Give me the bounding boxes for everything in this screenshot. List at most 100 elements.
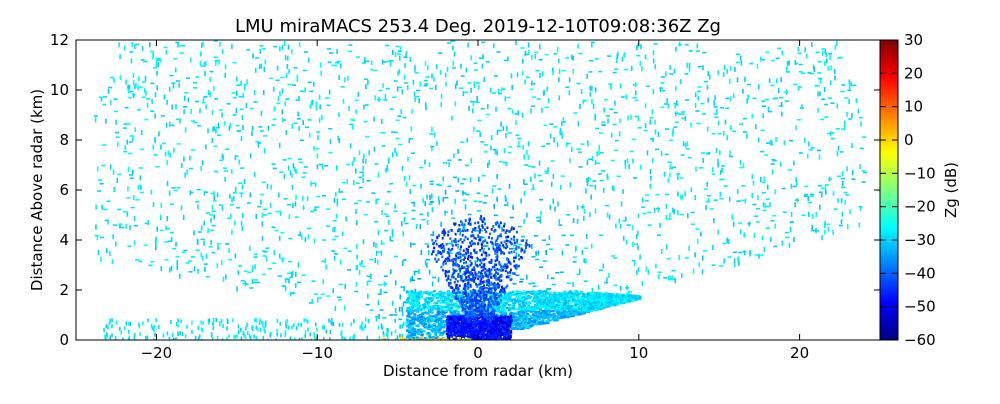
noise-pixel [255,326,257,330]
noise-pixel [562,235,566,237]
noise-pixel [173,148,175,153]
noise-pixel [386,216,390,218]
noise-pixel [780,77,782,82]
noise-pixel [397,53,401,55]
noise-pixel [154,114,156,119]
noise-pixel [304,88,306,93]
noise-pixel [773,98,777,100]
noise-pixel [468,106,470,111]
noise-pixel [381,251,383,256]
noise-pixel [720,107,724,109]
noise-pixel [766,227,770,229]
noise-pixel [777,48,781,50]
noise-pixel [668,276,670,281]
noise-pixel [440,70,442,75]
noise-pixel [321,294,325,296]
cloud-pixel [519,312,522,314]
noise-pixel [614,150,618,152]
cloud-pixel [543,312,546,314]
noise-pixel [256,282,260,284]
plot-area [76,40,880,344]
noise-pixel [242,93,244,98]
noise-pixel [287,204,291,206]
noise-pixel [635,100,639,102]
noise-pixel [664,103,668,105]
noise-pixel [658,272,662,274]
noise-pixel [109,335,111,339]
noise-pixel [219,204,223,206]
noise-pixel [639,61,641,66]
noise-pixel [315,322,317,326]
cloud-pixel [560,313,563,315]
noise-pixel [330,330,332,334]
noise-pixel [367,180,371,182]
cloud-pixel [450,301,453,303]
cloud-pixel [456,313,459,315]
noise-pixel [380,309,384,311]
noise-pixel [524,191,526,196]
cloud-pixel [569,314,572,316]
noise-pixel [338,112,340,117]
noise-pixel [741,185,745,187]
chart-title: LMU miraMACS 253.4 Deg. 2019-12-10T09:08… [235,16,721,37]
noise-pixel [689,50,693,52]
noise-pixel [817,92,819,97]
noise-pixel [459,87,463,89]
noise-pixel [191,149,195,151]
cloud-pixel [618,298,621,300]
noise-pixel [365,136,369,138]
noise-pixel [231,169,233,174]
noise-pixel [615,223,617,228]
noise-pixel [280,232,284,234]
noise-pixel [519,281,523,283]
noise-pixel [551,160,555,162]
noise-pixel [285,278,287,283]
noise-pixel [595,58,599,60]
cloud-pixel [624,295,627,297]
noise-pixel [124,145,126,150]
noise-pixel [273,87,275,92]
noise-pixel [782,241,784,246]
noise-pixel [721,168,723,173]
noise-pixel [828,97,832,99]
noise-pixel [197,269,199,274]
noise-pixel [355,100,359,102]
noise-pixel [242,185,244,190]
noise-pixel [208,90,210,95]
noise-pixel [394,256,398,258]
noise-pixel [236,287,238,292]
noise-pixel [598,150,600,155]
noise-pixel [609,215,611,220]
noise-pixel [702,113,706,115]
noise-pixel [470,177,472,182]
noise-pixel [755,254,759,256]
noise-pixel [156,71,158,76]
noise-pixel [447,67,449,72]
cloud-pixel [417,333,420,335]
cloud-pixel [432,297,435,299]
noise-pixel [336,166,338,171]
noise-pixel [308,58,310,63]
noise-pixel [547,274,549,279]
noise-pixel [109,318,111,322]
noise-pixel [557,142,559,147]
noise-pixel [317,135,319,140]
noise-pixel [404,176,406,181]
noise-pixel [421,250,423,255]
noise-pixel [688,157,692,159]
noise-pixel [736,62,740,64]
cloud-pixel [503,299,506,301]
noise-pixel [262,336,264,340]
noise-pixel [183,250,187,252]
noise-pixel [501,87,503,92]
noise-pixel [694,252,696,257]
noise-pixel [504,96,506,101]
cloud-pixel [518,300,521,302]
noise-pixel [384,275,388,277]
noise-pixel [646,86,650,88]
noise-pixel [234,220,236,225]
cloud-pixel [579,308,582,310]
noise-pixel [156,58,160,60]
noise-pixel [201,239,205,241]
noise-pixel [635,90,637,95]
